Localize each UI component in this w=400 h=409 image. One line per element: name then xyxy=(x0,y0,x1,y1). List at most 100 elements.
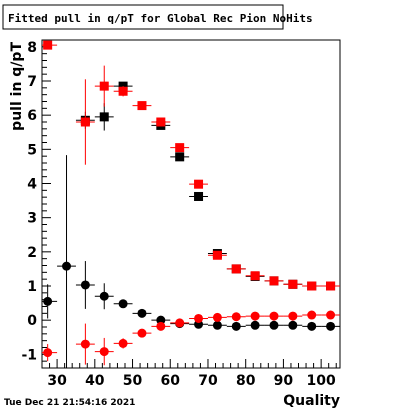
data-point xyxy=(151,321,171,331)
data-point xyxy=(226,321,246,331)
axis-ticks xyxy=(41,39,337,369)
square-marker xyxy=(194,191,204,201)
circle-marker xyxy=(269,320,279,330)
circle-marker xyxy=(212,312,222,322)
x-tick-label: 90 xyxy=(274,373,294,389)
square-marker xyxy=(156,117,166,127)
data-point xyxy=(132,328,152,338)
circle-marker xyxy=(212,320,222,330)
data-point xyxy=(113,86,133,97)
data-point xyxy=(226,264,246,274)
circle-marker xyxy=(326,310,336,320)
data-point xyxy=(283,279,303,289)
circle-marker xyxy=(288,311,298,321)
y-tick-label: 5 xyxy=(27,142,37,158)
title-box xyxy=(2,4,284,30)
data-point xyxy=(132,101,152,111)
x-tick-label: 70 xyxy=(198,373,218,389)
data-point xyxy=(75,79,95,165)
circle-marker xyxy=(43,296,53,306)
data-point xyxy=(245,271,265,281)
y-tick-label: 8 xyxy=(27,40,37,56)
data-point xyxy=(170,143,190,153)
square-marker xyxy=(307,281,317,291)
x-tick-label: 60 xyxy=(161,373,181,389)
square-marker xyxy=(99,112,109,122)
circle-marker xyxy=(307,310,317,320)
data-point xyxy=(264,311,284,321)
x-tick-label: 40 xyxy=(85,373,105,389)
timestamp: Tue Dec 21 21:54:16 2021 xyxy=(4,398,135,408)
data-point xyxy=(207,312,227,322)
square-marker xyxy=(175,143,185,153)
circle-marker xyxy=(231,312,241,322)
y-tick-label: 0 xyxy=(27,313,37,329)
data-point xyxy=(170,152,190,162)
square-marker xyxy=(231,264,241,274)
data-point xyxy=(189,191,208,201)
data-point xyxy=(264,276,284,286)
data-point xyxy=(321,281,340,291)
x-tick-label: 30 xyxy=(47,373,67,389)
data-point xyxy=(151,315,171,325)
square-marker xyxy=(99,81,109,91)
tick-labels: 30 40 50 60 70 80 90 100 -1 0 1 2 3 4 5 6 7 8 xyxy=(21,40,336,389)
data-point xyxy=(189,313,208,323)
y-tick-label: 3 xyxy=(27,211,37,227)
data-point xyxy=(94,65,114,107)
data-point xyxy=(57,155,76,368)
y-tick-label: -1 xyxy=(21,347,37,363)
circle-marker xyxy=(137,308,147,318)
circle-marker xyxy=(156,321,166,331)
data-point xyxy=(42,344,58,362)
circle-marker xyxy=(250,311,260,321)
circle-marker xyxy=(175,318,185,328)
data-point xyxy=(94,283,114,310)
circle-marker xyxy=(231,321,241,331)
data-point xyxy=(170,318,190,328)
data-point xyxy=(245,311,265,321)
data-point xyxy=(283,311,303,321)
circle-marker xyxy=(156,315,166,325)
data-point xyxy=(189,179,208,189)
circle-marker xyxy=(118,338,128,348)
data-point xyxy=(264,320,284,330)
square-marker xyxy=(250,271,260,281)
chart-title: Fitted pull in q/pT for Global Rec Pion … xyxy=(8,12,313,25)
circle-marker xyxy=(250,320,260,330)
data-point xyxy=(42,284,58,319)
circle-marker xyxy=(43,348,53,358)
data-point xyxy=(321,321,340,331)
data-marks xyxy=(42,40,340,368)
data-point xyxy=(132,308,152,318)
circle-marker xyxy=(137,328,147,338)
square-marker xyxy=(118,86,128,96)
y-tick-label: 2 xyxy=(27,245,37,261)
circle-marker xyxy=(307,321,317,331)
data-point xyxy=(94,103,114,131)
data-point xyxy=(245,320,265,330)
data-point xyxy=(75,323,95,365)
square-marker xyxy=(269,276,279,286)
circle-marker xyxy=(80,339,90,349)
data-point xyxy=(42,40,58,50)
circle-marker xyxy=(194,313,204,323)
data-point xyxy=(283,320,303,330)
data-point xyxy=(302,310,322,320)
data-point xyxy=(207,320,227,330)
circle-marker xyxy=(62,261,72,271)
data-point xyxy=(207,250,227,260)
circle-marker xyxy=(80,280,90,290)
square-marker xyxy=(80,117,90,127)
data-point xyxy=(113,299,133,309)
y-tick-label: 1 xyxy=(27,279,37,295)
square-marker xyxy=(43,40,53,50)
x-tick-label: 80 xyxy=(236,373,256,389)
y-axis-label: pull in q/pT xyxy=(9,42,25,131)
square-marker xyxy=(288,279,298,289)
circle-marker xyxy=(288,320,298,330)
data-point xyxy=(226,312,246,322)
x-tick-label: 50 xyxy=(123,373,143,389)
circle-marker xyxy=(269,311,279,321)
